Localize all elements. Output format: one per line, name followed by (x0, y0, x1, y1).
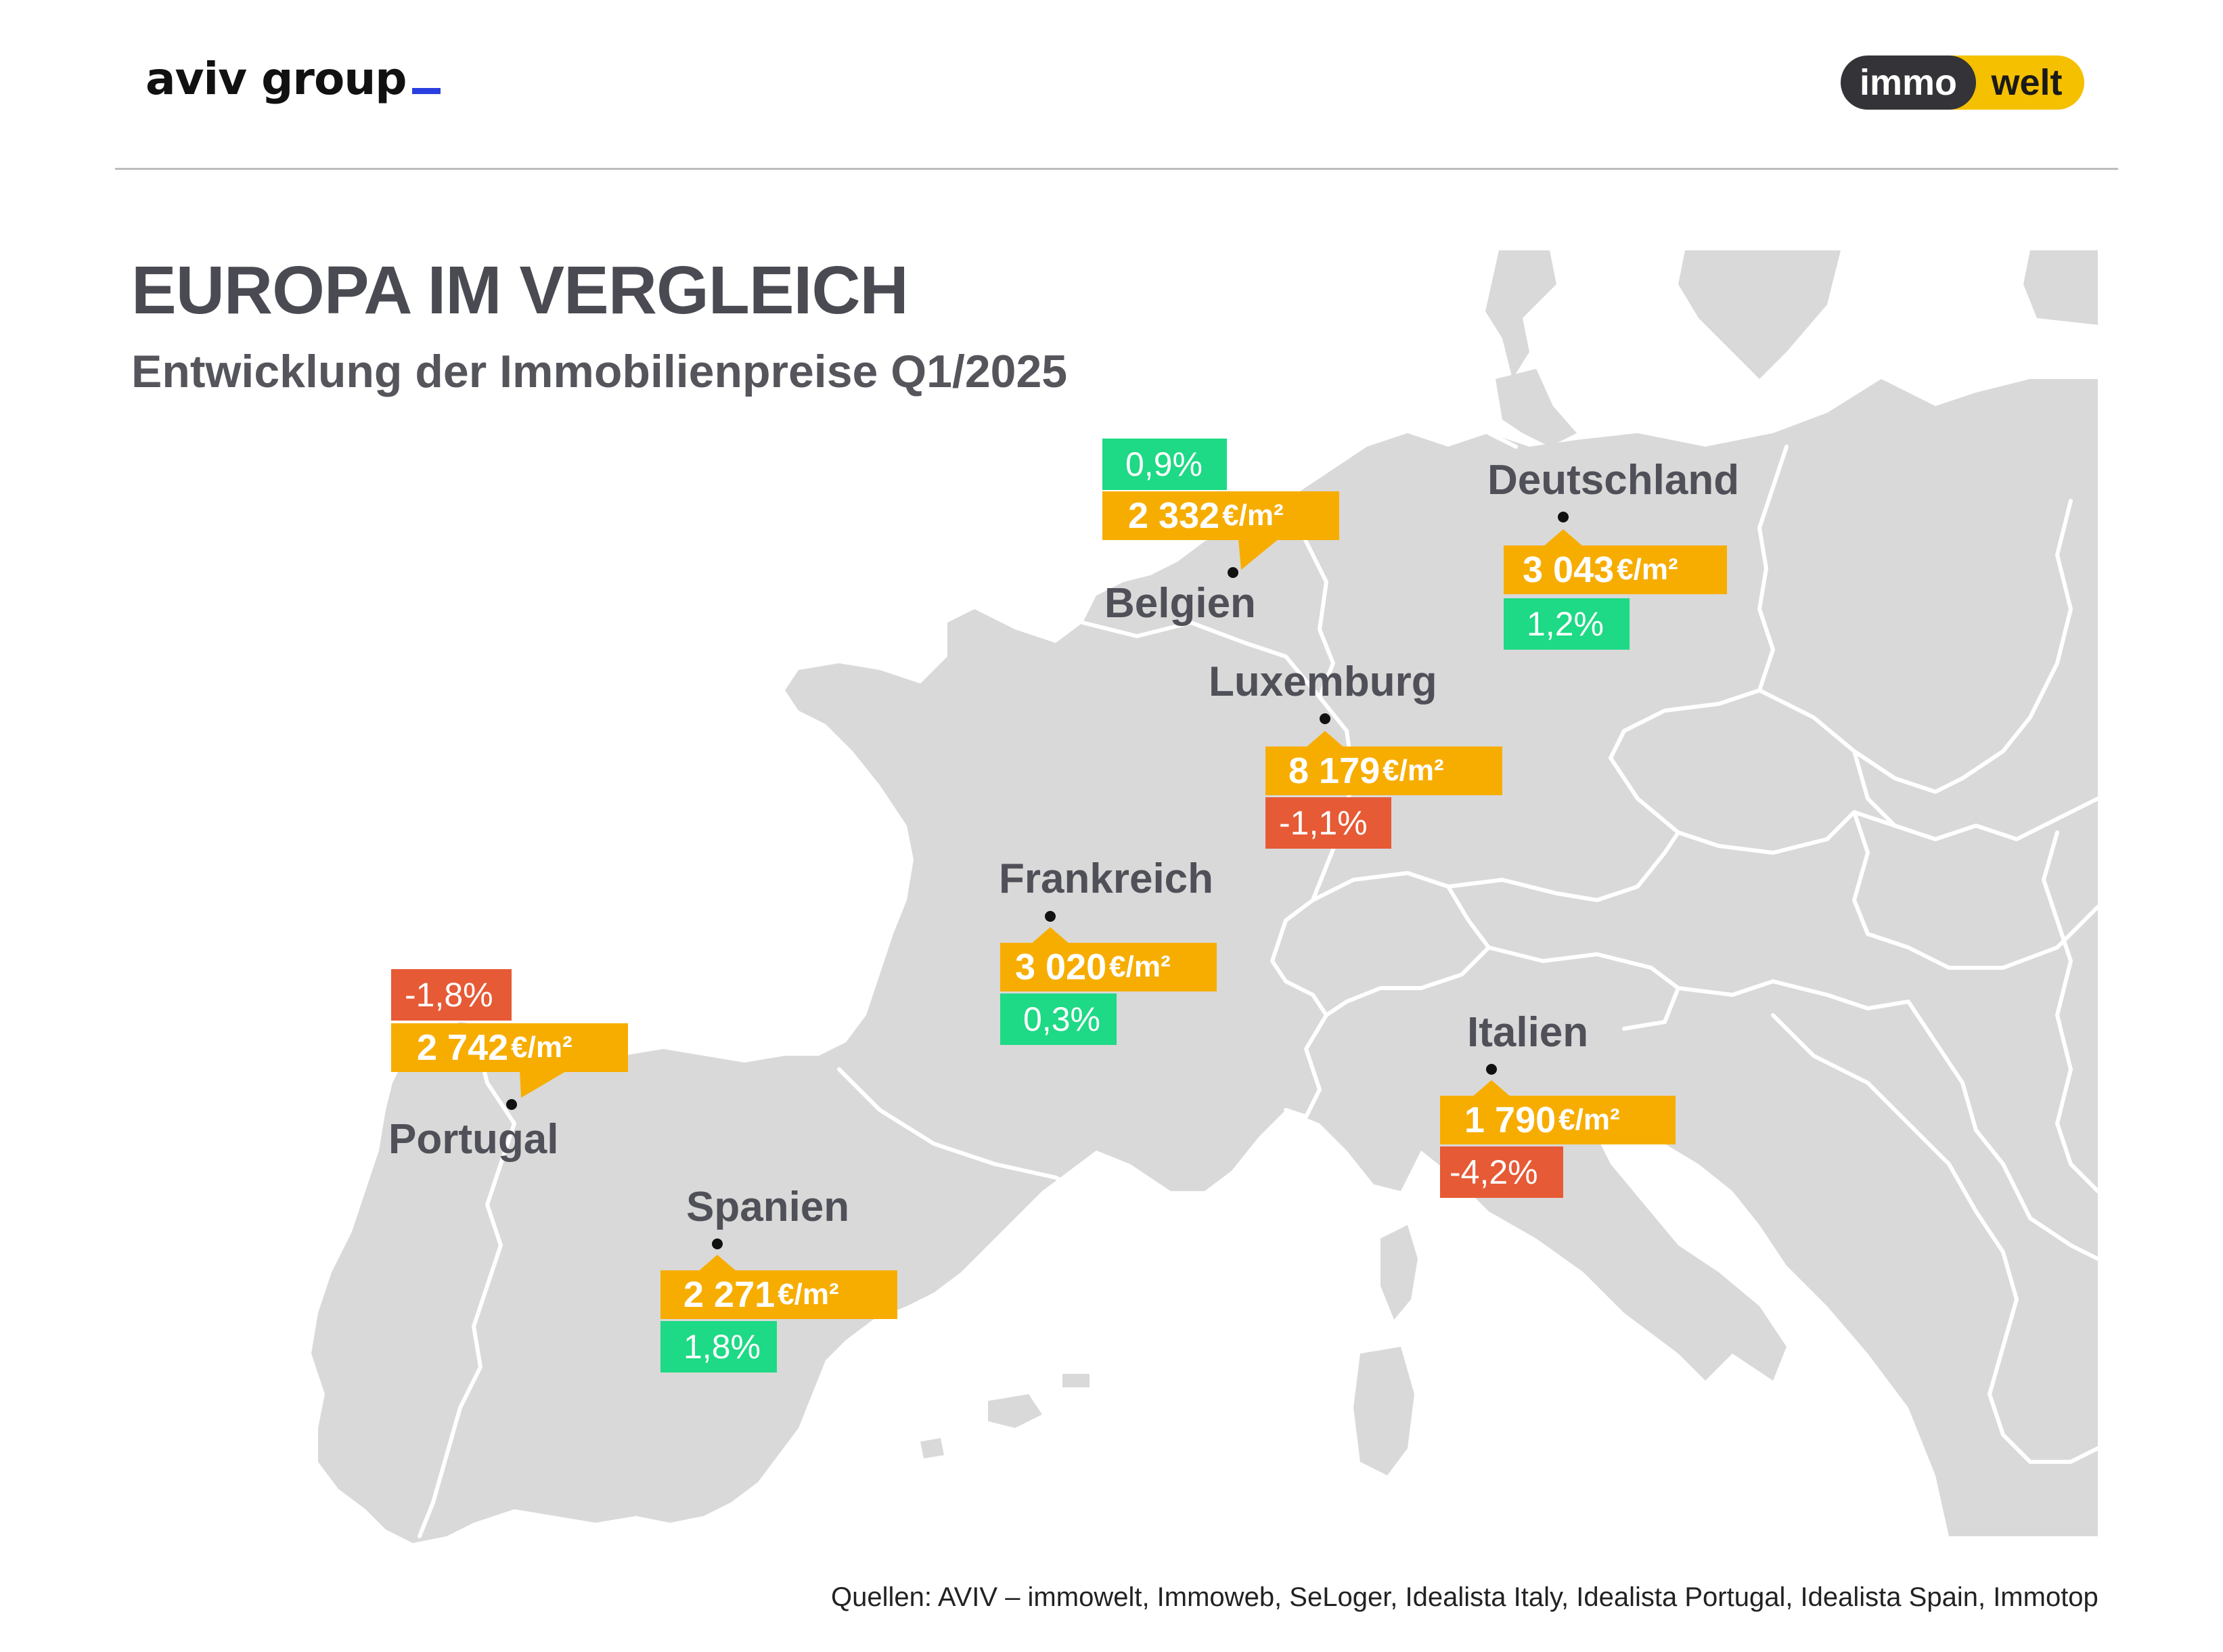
spanien-price-badge: 2 271 €/m² (660, 1270, 897, 1319)
frankreich-change: 0,3% (1023, 1000, 1100, 1038)
belgien-change-badge: 0,9% (1102, 439, 1227, 490)
luxemburg-price-badge: 8 179 €/m² (1265, 746, 1502, 795)
spanien-location-dot (712, 1238, 723, 1249)
border-hungary (1906, 905, 2100, 970)
immowelt-logo-immo: immo (1841, 55, 1976, 110)
border-france-belgium (1081, 621, 1322, 699)
spanien-price-pointer (697, 1255, 738, 1272)
luxemburg-price: 8 179 (1288, 751, 1380, 791)
aviv-logo-underscore (411, 88, 441, 94)
map-ibiza (920, 1438, 944, 1458)
aviv-group-logo-text: aviv group (145, 53, 407, 105)
frankreich-price-pointer (1030, 927, 1071, 945)
portugal-unit: €/m² (511, 1031, 572, 1064)
border-france-switzerland (1270, 898, 1328, 1017)
deutschland-price-pointer (1543, 529, 1584, 547)
deutschland-price-badge: 3 043 €/m² (1504, 545, 1727, 594)
luxemburg-price-pointer (1305, 731, 1345, 749)
map-menorca (1062, 1374, 1090, 1387)
deutschland-change-badge: 1,2% (1504, 598, 1630, 650)
border-poland-czech (1757, 688, 1964, 794)
border-montenegro-albania (1974, 1209, 2019, 1437)
italien-location-dot (1486, 1064, 1497, 1075)
italien-change-badge: -4,2% (1440, 1146, 1563, 1198)
frankreich-location-dot (1045, 911, 1056, 922)
border-denmark-germany (1487, 431, 1518, 449)
italien-unit: €/m² (1558, 1103, 1620, 1136)
italien-price-pointer (1471, 1080, 1512, 1098)
border-croatia-bosnia (1771, 1013, 1978, 1213)
border-slovenia-croatia (1676, 979, 1910, 1010)
map-sardinia (1353, 1347, 1414, 1475)
luxemburg-change: -1,1% (1279, 804, 1368, 842)
border-kosovo-macedonia (2001, 1162, 2100, 1261)
border-austria-hungary (1852, 810, 1910, 950)
belgien-label: Belgien (1104, 580, 1256, 627)
spanien-label: Spanien (686, 1184, 850, 1230)
frankreich-unit: €/m² (1109, 950, 1171, 983)
immowelt-logo: immo welt (1841, 55, 2088, 110)
portugal-change: -1,8% (405, 976, 493, 1014)
border-hungary-romania (2042, 830, 2073, 963)
border-bosnia-serbia (1906, 1000, 2005, 1166)
spanien-unit: €/m² (778, 1278, 839, 1311)
border-italy-austria (1487, 945, 1680, 1031)
italien-change: -4,2% (1450, 1153, 1538, 1191)
source-note: Quellen: AVIV – immowelt, Immoweb, SeLog… (831, 1582, 2098, 1612)
border-france-italy (1284, 1013, 1328, 1119)
border-slovakia (1852, 749, 2100, 841)
header-divider (115, 168, 2118, 170)
border-poland-east (1960, 499, 2073, 780)
portugal-location-dot (506, 1099, 517, 1110)
belgien-price-badge: 2 332 €/m² (1102, 491, 1339, 540)
map-denmark (1496, 369, 1577, 447)
belgien-location-dot (1228, 567, 1238, 578)
aviv-group-logo: aviv group (145, 53, 441, 105)
page-title: EUROPA IM VERGLEICH (131, 252, 909, 328)
map-scandinavia (1485, 250, 1556, 379)
luxemburg-change-badge: -1,1% (1265, 797, 1391, 849)
luxemburg-unit: €/m² (1383, 754, 1444, 787)
portugal-label: Portugal (388, 1116, 559, 1163)
luxemburg-location-dot (1320, 713, 1330, 724)
italien-label: Italien (1467, 1009, 1589, 1056)
border-spain-france (837, 1067, 1085, 1193)
portugal-price: 2 742 (417, 1027, 509, 1068)
spanien-change-badge: 1,8% (660, 1321, 777, 1372)
frankreich-change-badge: 0,3% (1000, 994, 1117, 1045)
border-germany-austria (1446, 830, 1680, 902)
portugal-price-pointer (520, 1071, 567, 1098)
belgien-unit: €/m² (1222, 499, 1284, 532)
frankreich-price-badge: 3 020 €/m² (1000, 943, 1217, 991)
portugal-change-badge: -1,8% (391, 969, 512, 1021)
spanien-change: 1,8% (683, 1328, 761, 1366)
deutschland-price: 3 043 (1523, 550, 1615, 590)
italien-price-badge: 1 790 €/m² (1440, 1096, 1676, 1144)
map-mallorca (988, 1394, 1042, 1428)
map-northeast (2023, 250, 2098, 325)
frankreich-label: Frankreich (999, 855, 1214, 902)
map-corsica (1380, 1225, 1418, 1320)
deutschland-change: 1,2% (1527, 605, 1604, 643)
belgien-change: 0,9% (1125, 445, 1203, 483)
deutschland-label: Deutschland (1487, 457, 1740, 504)
frankreich-price: 3 020 (1015, 947, 1107, 987)
border-serbia-east (2055, 959, 2100, 1193)
luxemburg-label: Luxemburg (1209, 658, 1437, 705)
spanien-price: 2 271 (683, 1274, 776, 1315)
page-subtitle: Entwicklung der Immobilienpreise Q1/2025 (131, 346, 1068, 397)
border-germany-czech (1609, 688, 1761, 834)
border-germany-poland (1757, 445, 1789, 692)
map-sweden (1678, 250, 1841, 379)
deutschland-unit: €/m² (1617, 553, 1678, 586)
deutschland-location-dot (1558, 512, 1569, 522)
border-portugal-spain (418, 1027, 516, 1538)
belgien-price-pointer (1238, 539, 1279, 570)
border-albania-greece (2001, 1433, 2100, 1464)
belgien-price: 2 332 (1128, 495, 1220, 536)
italien-price: 1 790 (1464, 1100, 1556, 1140)
border-czech-austria (1676, 810, 1897, 855)
portugal-price-badge: 2 742 €/m² (391, 1023, 628, 1072)
